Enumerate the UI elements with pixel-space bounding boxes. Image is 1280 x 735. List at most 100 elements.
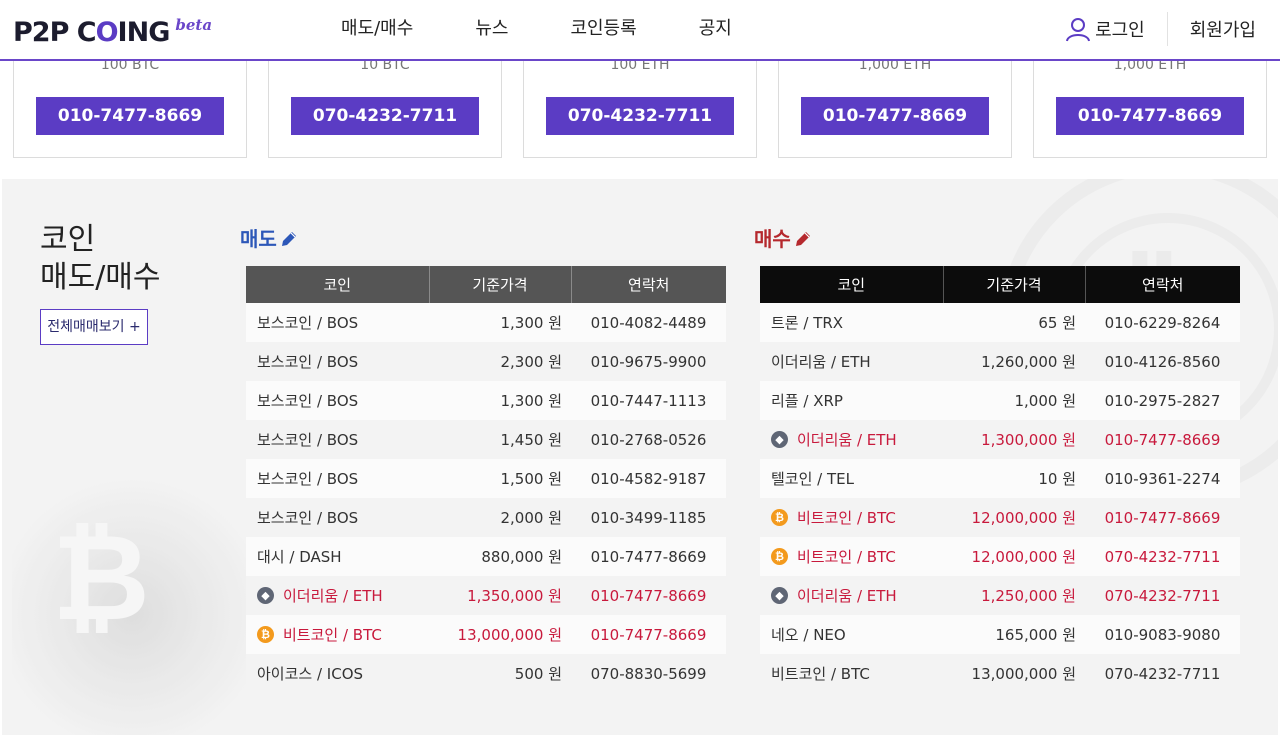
price-cell: 1,500 원 xyxy=(429,459,571,498)
card-amount: 100 ETH xyxy=(610,57,670,73)
ethereum-icon: ◆ xyxy=(771,587,788,604)
coin-cell: 보스코인 / BOS xyxy=(246,342,429,381)
logo-text: P2P COING xyxy=(13,17,170,48)
table-row[interactable]: 아이코스 / ICOS 500 원 070-8830-5699 xyxy=(246,654,726,693)
coin-name: 이더리움 / ETH xyxy=(771,353,871,371)
coin-name: 이더리움 / ETH xyxy=(283,587,383,605)
logo-beta: beta xyxy=(175,16,213,34)
coin-cell: 텔코인 / TEL xyxy=(760,459,943,498)
coin-cell: 보스코인 / BOS xyxy=(246,459,429,498)
coin-cell: 트론 / TRX xyxy=(760,303,943,342)
table-row[interactable]: 리플 / XRP 1,000 원 010-2975-2827 xyxy=(760,381,1240,420)
pencil-icon[interactable] xyxy=(280,230,298,248)
card-phone-button[interactable]: 010-7477-8669 xyxy=(1056,97,1244,135)
table-row[interactable]: ◆ 이더리움 / ETH 1,300,000 원 010-7477-8669 xyxy=(760,420,1240,459)
table-row[interactable]: ₿ 비트코인 / BTC 13,000,000 원 010-7477-8669 xyxy=(246,615,726,654)
main-nav: 매도/매수 뉴스 코인등록 공지 xyxy=(310,0,763,58)
coin-cell: 비트코인 / BTC xyxy=(760,654,943,693)
contact-cell: 010-9083-9080 xyxy=(1085,615,1240,654)
coin-cell: 아이코스 / ICOS xyxy=(246,654,429,693)
contact-cell: 010-3499-1185 xyxy=(571,498,726,537)
pencil-icon[interactable] xyxy=(794,230,812,248)
price-cell: 13,000,000 원 xyxy=(943,654,1085,693)
card-phone-button[interactable]: 070-4232-7711 xyxy=(546,97,734,135)
table-row[interactable]: 비트코인 / BTC 13,000,000 원 070-4232-7711 xyxy=(760,654,1240,693)
coin-cell: ₿ 비트코인 / BTC xyxy=(760,498,943,537)
contact-cell: 010-2975-2827 xyxy=(1085,381,1240,420)
nav-coin-register[interactable]: 코인등록 xyxy=(570,18,637,39)
featured-card: 100 ETH 070-4232-7711 xyxy=(523,51,757,158)
price-cell: 1,350,000 원 xyxy=(429,576,571,615)
table-row[interactable]: 보스코인 / BOS 1,500 원 010-4582-9187 xyxy=(246,459,726,498)
table-row[interactable]: 보스코인 / BOS 2,000 원 010-3499-1185 xyxy=(246,498,726,537)
nav-trade[interactable]: 매도/매수 xyxy=(341,18,414,39)
coin-name: 보스코인 / BOS xyxy=(257,470,359,488)
table-row[interactable]: 보스코인 / BOS 1,300 원 010-4082-4489 xyxy=(246,303,726,342)
price-cell: 1,300 원 xyxy=(429,381,571,420)
price-cell: 12,000,000 원 xyxy=(943,537,1085,576)
table-row[interactable]: ₿ 비트코인 / BTC 12,000,000 원 010-7477-8669 xyxy=(760,498,1240,537)
contact-cell: 010-7447-1113 xyxy=(571,381,726,420)
featured-card: 1,000 ETH 010-7477-8669 xyxy=(778,51,1012,158)
user-icon xyxy=(1066,18,1091,42)
coin-name: 보스코인 / BOS xyxy=(257,392,359,410)
contact-cell: 070-4232-7711 xyxy=(1085,654,1240,693)
signup-link[interactable]: 회원가입 xyxy=(1189,20,1256,41)
price-cell: 12,000,000 원 xyxy=(943,498,1085,537)
coin-name: 보스코인 / BOS xyxy=(257,431,359,449)
ethereum-icon: ◆ xyxy=(257,587,274,604)
nav-notice[interactable]: 공지 xyxy=(698,18,732,39)
contact-cell: 010-7477-8669 xyxy=(1085,420,1240,459)
ethereum-icon: ◆ xyxy=(771,431,788,448)
table-row[interactable]: ₿ 비트코인 / BTC 12,000,000 원 070-4232-7711 xyxy=(760,537,1240,576)
coin-cell: 이더리움 / ETH xyxy=(760,342,943,381)
coin-name: 트론 / TRX xyxy=(771,314,844,332)
card-amount: 1,000 ETH xyxy=(1113,57,1187,73)
price-cell: 1,250,000 원 xyxy=(943,576,1085,615)
section-title: 코인 매도/매수 xyxy=(40,222,161,295)
table-row[interactable]: 텔코인 / TEL 10 원 010-9361-2274 xyxy=(760,459,1240,498)
coin-cell: ₿ 비트코인 / BTC xyxy=(760,537,943,576)
coin-name: 비트코인 / BTC xyxy=(771,665,870,683)
view-all-trades-button[interactable]: 전체매매보기 + xyxy=(40,309,148,345)
sell-title: 매도 xyxy=(240,225,298,253)
card-phone-button[interactable]: 010-7477-8669 xyxy=(801,97,989,135)
buy-table: 코인 기준가격 연락처 트론 / TRX 65 원 010-6229-8264 이더리… xyxy=(760,266,1240,693)
card-phone-button[interactable]: 070-4232-7711 xyxy=(291,97,479,135)
logo[interactable]: P2P COING beta xyxy=(13,10,212,50)
column-header-contact: 연락처 xyxy=(571,266,726,303)
price-cell: 1,260,000 원 xyxy=(943,342,1085,381)
table-row[interactable]: 이더리움 / ETH 1,260,000 원 010-4126-8560 xyxy=(760,342,1240,381)
login-link[interactable]: 로그인 xyxy=(1065,16,1167,42)
coin-name: 비트코인 / BTC xyxy=(797,509,896,527)
card-amount: 10 BTC xyxy=(360,57,410,73)
card-amount: 1,000 ETH xyxy=(858,57,932,73)
table-row[interactable]: 보스코인 / BOS 2,300 원 010-9675-9900 xyxy=(246,342,726,381)
column-header-contact: 연락처 xyxy=(1085,266,1240,303)
contact-cell: 010-9675-9900 xyxy=(571,342,726,381)
price-cell: 1,450 원 xyxy=(429,420,571,459)
coin-name: 텔코인 / TEL xyxy=(771,470,854,488)
table-row[interactable]: ◆ 이더리움 / ETH 1,250,000 원 070-4232-7711 xyxy=(760,576,1240,615)
nav-news[interactable]: 뉴스 xyxy=(475,18,509,39)
coin-name: 보스코인 / BOS xyxy=(257,353,359,371)
table-row[interactable]: 트론 / TRX 65 원 010-6229-8264 xyxy=(760,303,1240,342)
table-row[interactable]: 네오 / NEO 165,000 원 010-9083-9080 xyxy=(760,615,1240,654)
coin-name: 비트코인 / BTC xyxy=(283,626,382,644)
coin-cell: 보스코인 / BOS xyxy=(246,381,429,420)
price-cell: 65 원 xyxy=(943,303,1085,342)
card-phone-button[interactable]: 010-7477-8669 xyxy=(36,97,224,135)
trade-section: ₿ ₿ 코인 매도/매수 전체매매보기 + 매도 매수 코인 기준가격 연락처 … xyxy=(2,179,1278,735)
column-header-coin: 코인 xyxy=(246,266,430,303)
price-cell: 1,000 원 xyxy=(943,381,1085,420)
coin-cell: 네오 / NEO xyxy=(760,615,943,654)
table-row[interactable]: 보스코인 / BOS 1,450 원 010-2768-0526 xyxy=(246,420,726,459)
table-row[interactable]: ◆ 이더리움 / ETH 1,350,000 원 010-7477-8669 xyxy=(246,576,726,615)
table-row[interactable]: 보스코인 / BOS 1,300 원 010-7447-1113 xyxy=(246,381,726,420)
price-cell: 880,000 원 xyxy=(429,537,571,576)
price-cell: 10 원 xyxy=(943,459,1085,498)
price-cell: 500 원 xyxy=(429,654,571,693)
table-row[interactable]: 대시 / DASH 880,000 원 010-7477-8669 xyxy=(246,537,726,576)
bitcoin-background-icon: ₿ xyxy=(12,479,252,735)
buy-title: 매수 xyxy=(754,225,812,253)
